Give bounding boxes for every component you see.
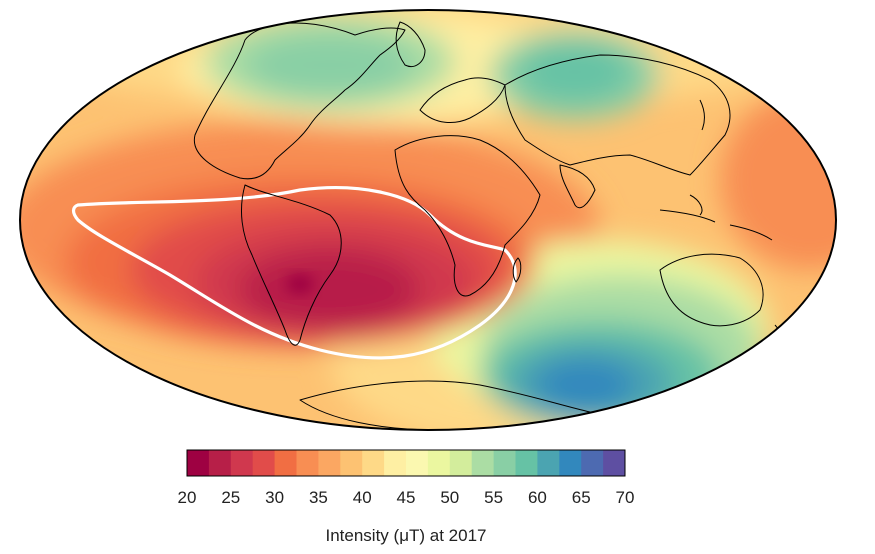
colorbar-tick-label: 50 [440,488,459,507]
coastline-south-america [240,184,342,346]
colorbar-swatch [362,450,385,476]
colorbar-tick-label: 70 [616,488,635,507]
coastline-north-america [193,22,406,180]
coastline-africa [394,135,541,297]
colorbar-tick-label: 30 [265,488,284,507]
coastline-indonesia [659,194,773,241]
colorbar-swatch [384,450,407,476]
colorbar-swatch [252,450,276,476]
colorbar-swatch [274,450,297,476]
colorbar-tick-label: 20 [178,488,197,507]
colorbar-tick-label: 55 [484,488,503,507]
colorbar-swatch [537,450,560,476]
colorbar-swatch [230,450,254,476]
colorbar-tick-label: 25 [221,488,240,507]
colorbar-ticks: 20 25 30 35 40 45 50 55 60 65 70 [178,488,635,507]
coastline-australia [659,253,764,327]
coastline-india [559,164,596,209]
colorbar-swatch [318,450,341,476]
intensity-field [20,10,836,430]
colorbar-swatch [471,450,495,476]
colorbar-swatch [406,450,429,476]
anomaly-contour [71,186,517,360]
colorbar-swatches [187,450,626,476]
colorbar-tick-label: 45 [397,488,416,507]
colorbar-swatch [449,450,473,476]
globe [20,10,836,430]
globe-outline [19,9,837,431]
colorbar-swatch [340,450,363,476]
colorbar: 20 25 30 35 40 45 50 55 60 65 70 Intensity (μT) at… [178,449,635,545]
coastline-greenland [395,21,426,67]
colorbar-swatch [581,450,604,476]
colorbar-tick-label: 65 [572,488,591,507]
colorbar-tick-label: 40 [353,488,372,507]
colorbar-swatch [427,450,451,476]
colorbar-swatch [493,450,516,476]
colorbar-frame [186,449,626,477]
colorbar-title: Intensity (μT) at 2017 [326,526,487,545]
colorbar-swatch [559,450,582,476]
anomaly-core [286,274,314,294]
coastline-madagascar [512,257,522,283]
colorbar-swatch [296,450,319,476]
colorbar-swatch [187,450,210,476]
coastline-asia [504,54,731,176]
colorbar-swatch [208,450,232,476]
colorbar-tick-label: 35 [309,488,328,507]
colorbar-swatch [515,450,538,476]
coastline-japan [699,99,705,131]
colorbar-tick-label: 60 [528,488,547,507]
colorbar-swatch [603,450,626,476]
